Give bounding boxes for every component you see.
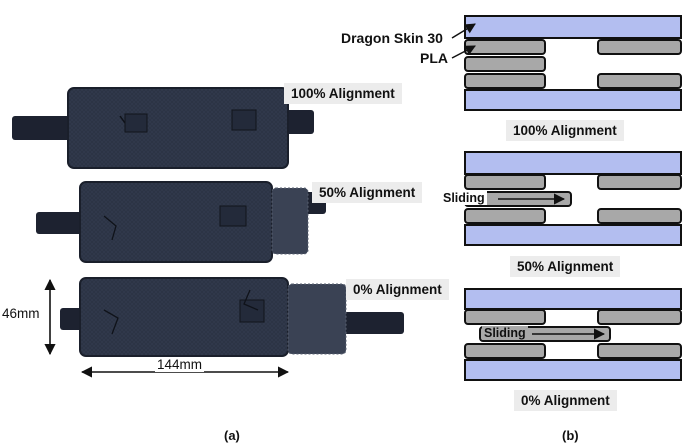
alignment-tag-100: 100% Alignment (284, 83, 402, 104)
diagram-tag-50: 50% Alignment (510, 256, 621, 277)
dragon-skin-pointer (451, 23, 476, 39)
height-dimension-label: 46mm (2, 306, 40, 321)
pla-block (597, 39, 682, 55)
fabric-body (80, 182, 272, 262)
pla-block (464, 39, 546, 55)
silicone-layer-bottom (464, 224, 682, 246)
fabric-body (68, 88, 288, 168)
diagram-50-alignment (464, 151, 682, 246)
width-dimension-label: 144mm (155, 357, 205, 372)
alignment-tag-50: 50% Alignment (312, 182, 423, 203)
sample-0-alignment-photo (60, 277, 404, 357)
sliding-section (287, 283, 347, 355)
pla-block (597, 73, 682, 89)
diagram-100-alignment (464, 15, 682, 111)
pla-block (597, 208, 682, 224)
pla-pointer (451, 45, 476, 59)
diagram-0-alignment (464, 288, 682, 381)
pla-block (464, 56, 546, 72)
silicone-layer-bottom (464, 89, 682, 111)
silicone-layer-top (464, 15, 682, 39)
pla-block (464, 174, 546, 190)
panel-label-a: (a) (224, 428, 240, 443)
dragon-skin-label: Dragon Skin 30 (341, 30, 443, 46)
sample-100-alignment-photo (12, 87, 314, 169)
pla-label: PLA (420, 50, 448, 66)
strap-right (338, 312, 404, 334)
panel-label-b: (b) (562, 428, 579, 443)
strap-left (12, 116, 74, 140)
strap-left (60, 308, 84, 330)
pla-block (597, 343, 682, 359)
sample-50-alignment-photo (36, 181, 326, 263)
fabric-body (80, 278, 288, 356)
alignment-tag-0: 0% Alignment (346, 279, 449, 300)
strap-right (286, 110, 314, 134)
diagram-tag-0: 0% Alignment (514, 390, 617, 411)
pla-block (464, 208, 546, 224)
diagram-tag-100: 100% Alignment (506, 120, 624, 141)
sliding-label-0: Sliding (482, 326, 528, 340)
pla-block (464, 343, 546, 359)
pla-block (597, 174, 682, 190)
silicone-layer-top (464, 288, 682, 310)
sliding-section (271, 187, 309, 255)
silicone-layer-bottom (464, 359, 682, 381)
sliding-label-50: Sliding (441, 191, 487, 205)
pla-block (597, 309, 682, 325)
strap-left (36, 212, 86, 234)
pla-block (464, 309, 546, 325)
pla-block (464, 73, 546, 89)
silicone-layer-top (464, 151, 682, 175)
